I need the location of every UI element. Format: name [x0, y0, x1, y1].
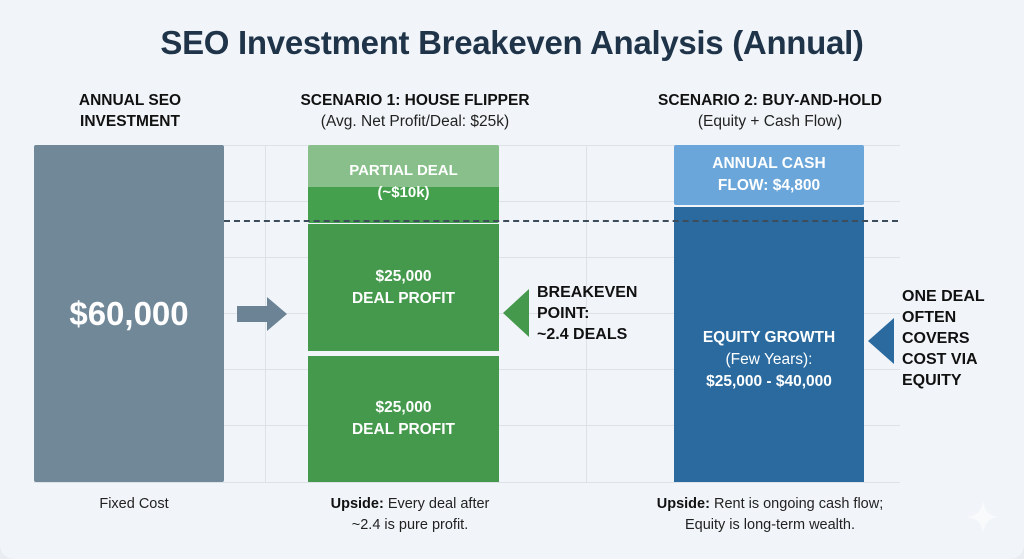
hold-heading: SCENARIO 2: BUY-AND-HOLD [658, 92, 882, 109]
cash-flow-value: FLOW: $4,800 [717, 177, 821, 194]
breakeven-line2: POINT: [537, 305, 590, 322]
equity-callout-line2: OFTEN [902, 309, 957, 326]
gridline [224, 257, 900, 258]
arrow-right-icon [237, 297, 287, 331]
gridline [224, 201, 900, 202]
equity-callout: ONE DEAL OFTEN COVERS COST VIA EQUITY [902, 286, 985, 391]
flipper-footer-text2: ~2.4 is pure profit. [351, 517, 469, 533]
deal-profit-value: $25,000 [375, 399, 432, 416]
partial-deal-label: PARTIAL DEAL [349, 162, 458, 179]
breakeven-line1: BREAKEVEN [537, 284, 638, 301]
gridline [224, 369, 900, 370]
annual-cash-flow-bar: ANNUAL CASH FLOW: $4,800 [674, 145, 864, 205]
equity-label: EQUITY GROWTH [702, 328, 836, 346]
equity-value: $25,000 - $40,000 [706, 372, 832, 390]
gridline [224, 425, 900, 426]
equity-callout-line1: ONE DEAL [902, 288, 985, 305]
equity-callout-line4: COST VIA [902, 351, 978, 368]
deal-profit-label: DEAL PROFIT [351, 421, 456, 438]
deal-profit-bar-2: $25,000 DEAL PROFIT [308, 356, 499, 482]
equity-growth-bar: EQUITY GROWTH (Few Years): $25,000 - $40… [674, 207, 864, 482]
flipper-heading: SCENARIO 1: HOUSE FLIPPER [300, 92, 530, 109]
seo-column-heading: ANNUAL SEO INVESTMENT [50, 90, 210, 132]
hold-column-heading: SCENARIO 2: BUY-AND-HOLD (Equity + Cash … [620, 90, 920, 132]
seo-footer: Fixed Cost [99, 496, 169, 512]
hold-footer-text2: Equity is long-term wealth. [684, 517, 856, 533]
breakeven-line3: ~2.4 DEALS [537, 326, 628, 343]
partial-deal-value: (~$10k) [377, 184, 430, 201]
flipper-subheading: (Avg. Net Profit/Deal: $25k) [320, 113, 510, 130]
sparkle-icon [966, 500, 1000, 534]
flipper-footer: Upside: Every deal after ~2.4 is pure pr… [280, 494, 540, 536]
pointer-left-icon [868, 318, 894, 364]
hold-footer: Upside: Rent is ongoing cash flow; Equit… [615, 494, 925, 536]
breakeven-line [224, 220, 898, 222]
equity-callout-line3: COVERS [902, 330, 970, 347]
cash-flow-label: ANNUAL CASH [712, 155, 826, 172]
chart-title: SEO Investment Breakeven Analysis (Annua… [160, 24, 864, 61]
seo-heading-line2: INVESTMENT [80, 113, 180, 130]
equity-period: (Few Years): [725, 350, 813, 368]
pointer-left-icon [503, 289, 529, 337]
seo-investment-bar: $60,000 [34, 145, 224, 482]
equity-callout-line5: EQUITY [902, 372, 962, 389]
hold-footer-text1: Rent is ongoing cash flow; [709, 496, 884, 512]
baseline [34, 482, 900, 483]
seo-value-label: $60,000 [69, 294, 189, 332]
hold-footer-bold: Upside: [656, 496, 710, 512]
gridline [224, 145, 900, 146]
flipper-footer-bold: Upside: [330, 496, 384, 512]
deal-profit-value: $25,000 [375, 267, 432, 285]
deal-profit-label: DEAL PROFIT [351, 289, 456, 307]
flipper-footer-text1: Every deal after [383, 496, 490, 512]
flipper-column-heading: SCENARIO 1: HOUSE FLIPPER (Avg. Net Prof… [270, 90, 560, 132]
gridline-vertical [586, 145, 587, 482]
hold-subheading: (Equity + Cash Flow) [697, 113, 843, 130]
breakeven-callout: BREAKEVEN POINT: ~2.4 DEALS [537, 282, 637, 345]
partial-deal-bar: PARTIAL DEAL (~$10k) [308, 145, 499, 223]
gridline [224, 313, 900, 314]
seo-heading-line1: ANNUAL SEO [78, 92, 182, 109]
deal-profit-bar-1: $25,000 DEAL PROFIT [308, 224, 499, 351]
